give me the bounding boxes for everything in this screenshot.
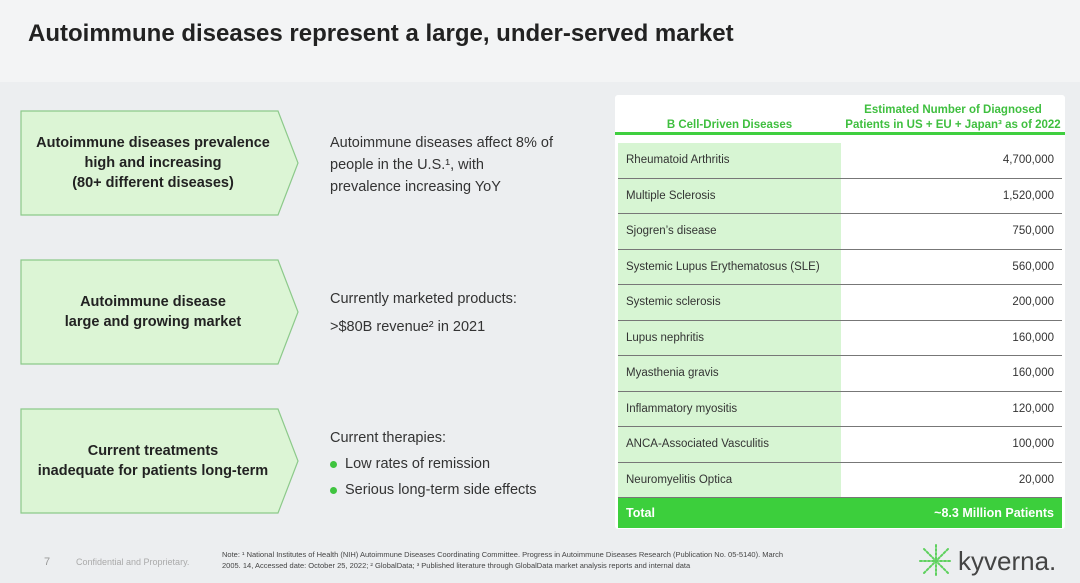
table-row: ANCA-Associated Vasculitis 100,000	[618, 427, 1062, 463]
box-line: inadequate for patients long-term	[37, 463, 269, 479]
desc-line: prevalence increasing YoY	[330, 179, 501, 195]
table-row: Sjogren’s disease 750,000	[618, 214, 1062, 250]
kyverna-logo: kyverna.	[918, 543, 1056, 579]
box-line: Autoimmune disease	[80, 294, 226, 310]
desc-line: Autoimmune diseases affect 8% of	[330, 135, 553, 151]
arrow-box-market: Autoimmune disease large and growing mark…	[20, 259, 300, 365]
table-row: Rheumatoid Arthritis 4,700,000	[618, 143, 1062, 179]
total-row: Total ~8.3 Million Patients	[618, 498, 1062, 528]
box-line: (80+ different diseases)	[72, 175, 234, 191]
box-line: large and growing market	[64, 314, 242, 330]
table-row: Systemic sclerosis 200,000	[618, 285, 1062, 321]
box-line: high and increasing	[84, 155, 222, 171]
col-header-line: Estimated Number of Diagnosed	[864, 104, 1042, 116]
bullet-item: Serious long-term side effects	[330, 479, 537, 501]
desc-title: Current therapies:	[330, 430, 447, 446]
disease-name: Neuromyelitis Optica	[618, 462, 841, 497]
disease-name: Multiple Sclerosis	[618, 178, 841, 213]
total-label: Total	[626, 506, 655, 520]
patient-count: 100,000	[1012, 438, 1054, 451]
disease-name: Lupus nephritis	[618, 320, 841, 355]
table-header: B Cell-Driven Diseases Estimated Number …	[615, 95, 1065, 135]
patient-count: 20,000	[1018, 473, 1054, 486]
footnote: Note: ¹ National Institutes of Health (N…	[222, 549, 783, 571]
table-row: Multiple Sclerosis 1,520,000	[618, 178, 1062, 214]
disease-name: Systemic Lupus Erythematosus (SLE)	[618, 249, 841, 284]
desc-treatments: Current therapies: Low rates of remissio…	[330, 427, 537, 501]
disease-name: Systemic sclerosis	[618, 285, 841, 320]
bullet-icon	[330, 486, 337, 494]
patient-count: 120,000	[1012, 402, 1054, 415]
patient-count: 160,000	[1012, 367, 1054, 380]
patient-count: 160,000	[1012, 331, 1054, 344]
desc-market: Currently marketed products: >$80B reven…	[330, 288, 517, 338]
desc-line: >$80B revenue² in 2021	[330, 319, 486, 335]
footnote-line: 2005. 14, Accessed date: October 25, 202…	[222, 561, 691, 570]
table-row: Lupus nephritis 160,000	[618, 320, 1062, 356]
table-row: Inflammatory myositis 120,000	[618, 391, 1062, 427]
starburst-icon	[919, 544, 953, 578]
desc-line: people in the U.S.¹, with	[330, 157, 484, 173]
logo-text: kyverna.	[958, 545, 1057, 576]
box-line: Current treatments	[87, 443, 219, 459]
patient-count: 4,700,000	[1002, 154, 1054, 167]
patient-count: 750,000	[1012, 225, 1054, 238]
table-row: Myasthenia gravis 160,000	[618, 356, 1062, 392]
bullet-text: Low rates of remission	[345, 456, 491, 472]
disease-name: Sjogren’s disease	[618, 214, 841, 249]
footnote-line: Note: ¹ National Institutes of Health (N…	[222, 550, 784, 559]
patient-count: 1,520,000	[1002, 189, 1054, 202]
table-row: Neuromyelitis Optica 20,000	[618, 462, 1062, 498]
arrow-box-prevalence: Autoimmune diseases prevalence high and i…	[20, 110, 300, 216]
header-band	[0, 0, 1080, 82]
total-value: ~8.3 Million Patients	[934, 506, 1054, 520]
page-title: Autoimmune diseases represent a large, u…	[28, 20, 734, 47]
col-header-patients: Estimated Number of Diagnosed Patients in…	[841, 103, 1065, 133]
disease-name: Myasthenia gravis	[618, 356, 841, 391]
patient-count: 560,000	[1012, 260, 1054, 273]
col-header-line: Patients in US + EU + Japan³ as of 2022	[845, 119, 1061, 131]
arrow-box-treatments: Current treatments inadequate for patient…	[20, 408, 300, 514]
disease-name: Inflammatory myositis	[618, 391, 841, 426]
bullet-item: Low rates of remission	[330, 453, 537, 475]
disease-name: ANCA-Associated Vasculitis	[618, 427, 841, 462]
desc-prevalence: Autoimmune diseases affect 8% of people …	[330, 132, 553, 198]
bullet-icon	[330, 460, 337, 468]
bullet-text: Serious long-term side effects	[345, 482, 537, 498]
diseases-table: B Cell-Driven Diseases Estimated Number …	[615, 95, 1065, 529]
box-line: Autoimmune diseases prevalence	[36, 135, 270, 151]
confidential-label: Confidential and Proprietary.	[76, 557, 190, 567]
desc-line: Currently marketed products:	[330, 291, 517, 307]
page-number: 7	[44, 556, 51, 568]
table-row: Systemic Lupus Erythematosus (SLE) 560,00…	[618, 249, 1062, 285]
disease-name: Rheumatoid Arthritis	[618, 143, 841, 178]
col-header-disease: B Cell-Driven Diseases	[666, 119, 793, 131]
patient-count: 200,000	[1012, 296, 1054, 309]
